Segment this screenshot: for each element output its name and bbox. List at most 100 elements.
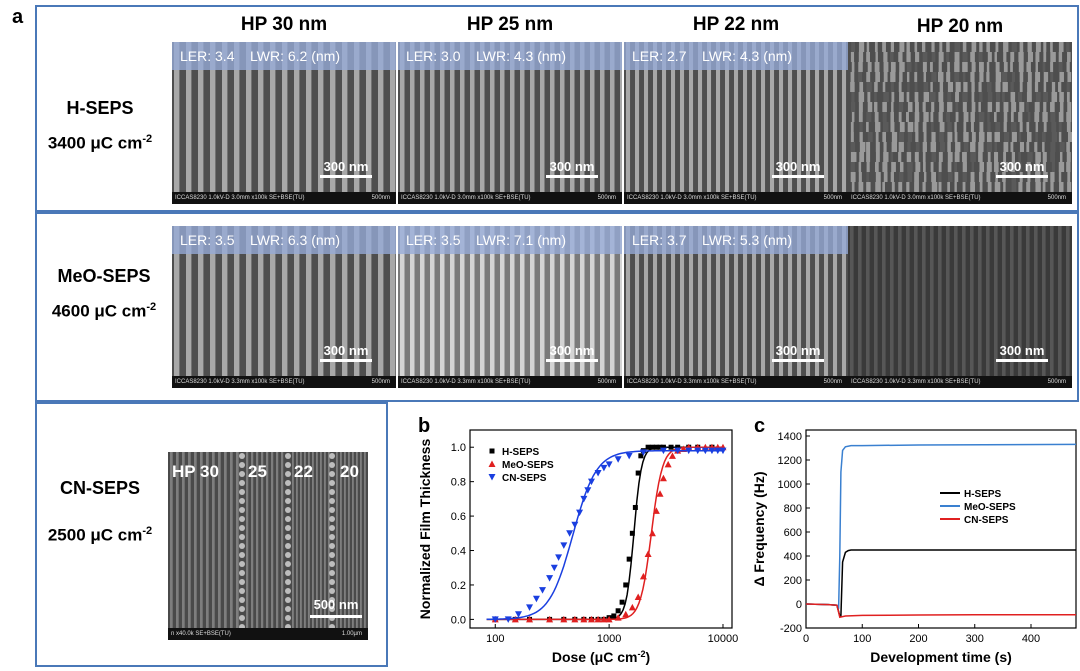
sem-line-segment — [882, 162, 888, 172]
sem-line-segment — [978, 142, 984, 152]
y-tick-label: 1400 — [778, 431, 802, 443]
sem-line-segment — [1034, 112, 1040, 122]
sem-image-h-seps-hp22: LER: 2.7 LWR: 4.3 (nm) 300 nm ICCAS8230 … — [624, 42, 848, 204]
sem-line-segment — [930, 162, 934, 172]
sem-line-segment — [962, 62, 968, 72]
sem-line — [186, 42, 192, 192]
sem-line-segment — [931, 52, 936, 62]
y-tick-label: 800 — [784, 503, 802, 515]
sem-line-segment — [914, 112, 920, 122]
separator-dot — [329, 606, 335, 612]
x-tick-label: 100 — [486, 633, 504, 645]
separator-dot — [285, 498, 291, 504]
sem-line-segment — [970, 112, 975, 122]
row-name: CN-SEPS — [59, 478, 140, 498]
sem-line — [292, 452, 294, 628]
sem-line-segment — [923, 112, 929, 122]
sem-line — [842, 42, 847, 192]
sem-line — [1058, 226, 1062, 376]
sem-line-segment — [1035, 132, 1038, 142]
sem-line-segment — [954, 122, 957, 132]
sem-line — [390, 42, 396, 192]
panel-a-frame-bottom — [35, 402, 388, 667]
separator-dot — [285, 543, 291, 549]
data-point — [668, 452, 676, 459]
sem-line-segment — [947, 152, 953, 162]
separator-dot — [329, 462, 335, 468]
sem-line-segment — [914, 72, 918, 82]
sem-line — [270, 226, 276, 376]
sem-line-segment — [899, 42, 905, 52]
sem-line — [410, 42, 415, 192]
sem-line-segment — [1026, 122, 1030, 132]
sem-line-segment — [962, 52, 968, 62]
cn-line-pattern — [168, 452, 368, 628]
y-tick-label: -200 — [780, 623, 802, 635]
plot-frame — [805, 429, 1077, 629]
sem-line — [256, 452, 259, 628]
sem-line-segment — [898, 112, 902, 122]
sem-line — [224, 452, 227, 628]
sem-line-segment — [1010, 52, 1015, 62]
sem-line-segment — [986, 42, 990, 52]
sem-line-segment — [1042, 162, 1047, 172]
sem-line — [698, 42, 703, 192]
sem-line-segment — [947, 62, 950, 72]
sem-line-segment — [931, 42, 935, 52]
sem-line — [366, 226, 372, 376]
sem-line-segment — [1035, 122, 1039, 132]
sem-line — [258, 226, 264, 376]
sem-line-segment — [1035, 92, 1041, 102]
separator-dot — [239, 516, 245, 522]
sem-line-segment — [882, 102, 887, 112]
data-point — [594, 470, 602, 477]
sem-line — [356, 452, 358, 628]
sem-line-segment — [938, 172, 942, 182]
sem-line-segment — [1018, 52, 1024, 62]
data-point — [555, 554, 563, 561]
separator-dot — [285, 579, 291, 585]
sem-line — [550, 226, 555, 376]
sem-line-segment — [946, 112, 951, 122]
sem-line-segment — [874, 92, 877, 102]
sem-line — [610, 42, 615, 192]
sem-line-segment — [970, 72, 975, 82]
sem-line — [662, 42, 667, 192]
sem-line-segment — [1059, 182, 1064, 192]
separator-dot — [329, 588, 335, 594]
separator-dot — [239, 462, 245, 468]
sem-line-segment — [1050, 62, 1054, 72]
sem-line-segment — [1010, 62, 1013, 72]
sem-line-segment — [1010, 92, 1016, 102]
sem-line-segment — [866, 152, 871, 162]
sem-line — [898, 226, 902, 376]
data-point — [515, 611, 523, 618]
sem-line-segment — [1066, 162, 1071, 172]
sem-line — [276, 452, 279, 628]
sem-line — [198, 42, 204, 192]
data-point — [708, 447, 716, 455]
sem-line-segment — [986, 162, 992, 172]
sem-line — [206, 452, 209, 628]
x-tick-label: 300 — [966, 633, 984, 645]
sem-info-bar: ICCAS8230 1.0kV-D 3.3mm x100k SE+BSE(TU)… — [172, 376, 396, 388]
sem-line-segment — [971, 62, 976, 72]
sem-line-segment — [907, 82, 910, 92]
sem-line-segment — [851, 92, 855, 102]
sem-line-segment — [939, 132, 944, 142]
sem-line-segment — [1058, 62, 1063, 72]
sem-line-segment — [978, 62, 984, 72]
sem-line-segment — [1019, 122, 1023, 132]
data-point — [685, 447, 693, 455]
legend-label: H-SEPS — [964, 489, 1002, 500]
sem-line — [246, 42, 252, 192]
data-point — [628, 603, 636, 611]
sem-line-segment — [850, 122, 854, 132]
sem-line — [170, 452, 173, 628]
sem-line-segment — [970, 172, 975, 182]
chart-panel-b: b 100 1000 10000 0.0 0.2 0.4 0.6 0.8 1.0 Dose (μC … — [417, 415, 738, 665]
sem-line — [806, 42, 811, 192]
sem-line — [306, 226, 312, 376]
sem-line-segment — [931, 132, 936, 142]
sem-line-segment — [859, 152, 865, 162]
